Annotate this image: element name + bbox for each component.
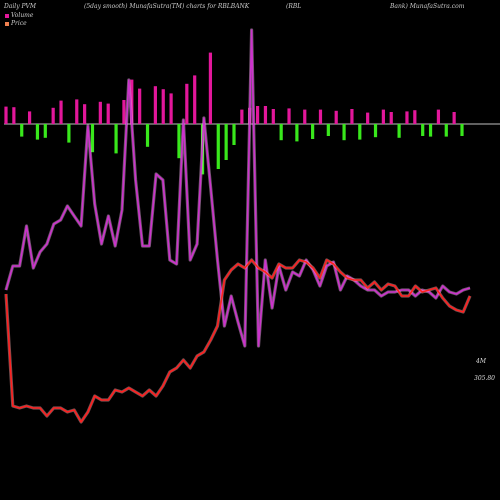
pvm-bar [138,88,142,124]
pvm-bar [216,124,220,169]
pvm-bar [413,110,417,124]
volume-line [5,29,471,347]
legend-volume-label: Volume [11,12,34,19]
pvm-bar [177,124,181,159]
pvm-bar [421,124,425,136]
pvm-bar [35,124,40,140]
pvm-bar [303,109,307,124]
pvm-bar [106,103,110,124]
pvm-bar [161,89,165,124]
pvm-bar [452,112,456,124]
pvm-bar [405,111,409,124]
pvm-bar [397,124,401,138]
pvm-bar [326,124,330,136]
pvm-bar [98,101,102,124]
pvm-bar [130,79,134,124]
volume-line-glow [4,28,471,348]
chart-title: (5day smooth) MunafaSutra(TM) charts for… [84,3,250,10]
pvm-bar [153,86,157,124]
pvm-bar [83,104,87,124]
pvm-bar [51,107,55,124]
pvm-bar [287,108,291,124]
pvm-bar [444,124,448,137]
pvm-bar [381,109,385,124]
pvm-bar [169,93,173,124]
pvm-bar [263,106,268,124]
pvm-bar [4,106,8,124]
pvm-bar [436,109,441,124]
pvm-bar [428,124,433,137]
pvm-bar [193,75,197,124]
price-end-label: 305.80 [474,375,495,382]
pvm-bar [27,111,32,124]
pvm-bar [334,110,338,124]
chart-type-label: Daily PVM [4,3,37,10]
pvm-bar [342,124,346,141]
pvm-bar [318,109,323,124]
legend-price-label: Price [11,20,27,27]
legend-price-swatch [5,21,9,26]
pvm-bar [208,52,213,124]
volume-end-label: 4M [476,358,486,365]
price-line [5,259,471,423]
pvm-bar [145,124,150,147]
legend-volume-swatch [5,13,9,18]
price-line-glow [4,258,472,424]
pvm-bar [389,112,393,124]
pvm-bar [279,124,283,141]
pvm-bar [224,124,228,160]
pvm-bar [185,83,189,124]
pvm-bar [12,107,16,124]
legend-volume: Volume [5,12,33,19]
pvm-bar [67,124,71,143]
site-label: Bank) MunafaSutra.com [390,3,465,10]
pvm-bar [59,100,63,124]
pvm-bar [114,124,118,154]
pvm-bar [90,124,95,153]
pvm-bar [232,124,236,145]
pvm-bar [255,106,260,124]
pvm-bar [311,124,315,139]
legend-price: Price [5,20,27,27]
pvm-bar [366,112,370,124]
pvm-bar [350,109,354,124]
pvm-bar [295,124,299,142]
pvm-bar [43,124,47,138]
pvm-bar [240,109,244,124]
pvm-bar [75,99,79,124]
pvm-bar [358,124,362,140]
pvm-bar [460,124,464,136]
pvm-bar [20,124,24,137]
pvm-bar [122,100,126,124]
ticker-label: (RBL [286,3,302,10]
pvm-bar [373,124,378,138]
pvm-bar [271,109,275,124]
